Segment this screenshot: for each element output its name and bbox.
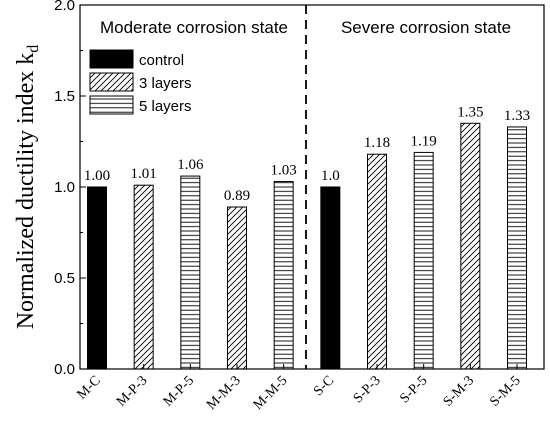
value-label-s-m-3: 1.35 [457, 104, 483, 120]
x-tick-label-s-m-5: S-M-5 [487, 373, 523, 409]
x-tick-label-s-c: S-C [311, 373, 337, 399]
value-label-m-c: 1.00 [84, 168, 110, 184]
y-tick-label-0.0: 0.0 [54, 361, 75, 378]
y-axis-label: Normalized ductility index kd [13, 45, 42, 330]
value-label-m-p-5: 1.06 [177, 157, 204, 173]
bar-s-p-3 [367, 153, 387, 370]
plot-frame [79, 4, 545, 370]
bar-m-p-5 [180, 175, 201, 370]
x-tick-label-s-m-3: S-M-3 [441, 373, 477, 409]
value-label-s-p-5: 1.19 [411, 133, 437, 149]
x-tick-label-m-c: M-C [75, 373, 104, 402]
group-title-moderate: Moderate corrosion state [100, 18, 288, 37]
legend-label-5-layers: 5 layers [139, 98, 192, 115]
y-axis-label-subscript: d [25, 45, 42, 53]
legend-swatch-5-layers [89, 95, 134, 115]
y-tick-label-0.5: 0.5 [54, 270, 75, 287]
bar-s-m-3 [460, 122, 481, 370]
legend-swatch-3-layers [89, 72, 134, 92]
legend-label-3-layers: 3 layers [139, 75, 192, 92]
bar-s-m-5 [507, 126, 527, 370]
legend-swatch-control [89, 49, 134, 69]
legend: control 3 layers 5 layers [89, 49, 192, 115]
legend-label-control: control [139, 52, 184, 69]
bar-m-p-3 [133, 184, 154, 370]
group-title-severe: Severe corrosion state [341, 18, 511, 37]
bar-m-m-5 [273, 181, 294, 370]
x-tick-label-s-p-5: S-P-5 [397, 373, 430, 406]
bar-m-c [87, 186, 107, 370]
value-label-s-c: 1.0 [321, 168, 340, 184]
value-label-m-m-5: 1.03 [271, 163, 297, 179]
x-tick-label-s-p-3: S-P-3 [351, 373, 384, 406]
bar-s-p-5 [413, 151, 434, 370]
y-tick-label-1.0: 1.0 [54, 179, 75, 196]
y-tick-label-2.0: 2.0 [54, 0, 75, 14]
x-tick-label-m-p-5: M-P-5 [161, 373, 197, 409]
x-tick-label-m-m-3: M-M-3 [204, 373, 244, 413]
bar-m-m-3 [227, 206, 247, 370]
value-label-s-m-5: 1.33 [504, 108, 530, 124]
value-label-m-m-3: 0.89 [224, 188, 250, 204]
x-tick-label-m-p-3: M-P-3 [114, 373, 150, 409]
value-label-s-p-3: 1.18 [364, 135, 390, 151]
x-tick-label-m-m-5: M-M-5 [251, 373, 291, 413]
y-tick-label-1.5: 1.5 [54, 88, 75, 105]
bar-s-c [320, 186, 341, 370]
value-label-m-p-3: 1.01 [131, 166, 157, 182]
